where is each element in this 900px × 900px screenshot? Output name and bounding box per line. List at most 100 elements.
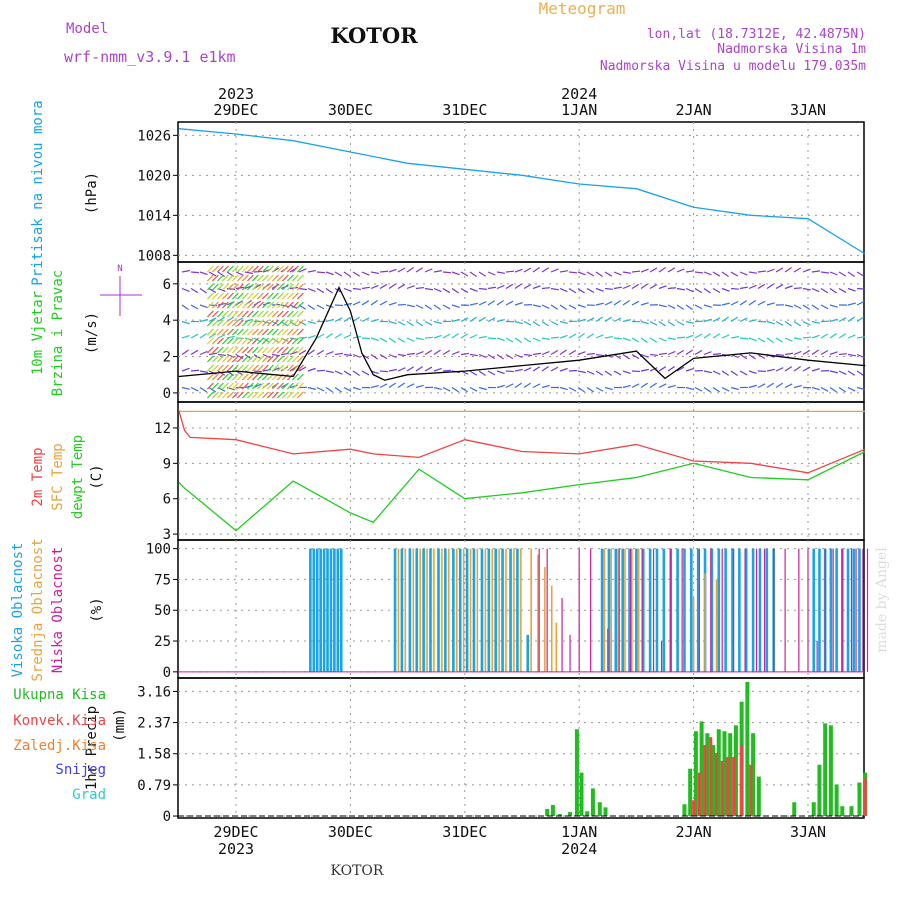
wind-barb <box>595 334 604 339</box>
gust-stroke <box>291 337 299 345</box>
gust-stroke <box>251 265 259 273</box>
cloud-bar <box>758 548 762 672</box>
wind-barb <box>487 353 496 360</box>
wind-barb <box>811 368 820 372</box>
wind-barb <box>325 288 333 294</box>
wind-barb <box>433 367 442 372</box>
bottom-day-label: 2JAN <box>676 823 712 841</box>
gust-stroke <box>291 301 299 309</box>
wind-barb <box>352 353 361 358</box>
gust-stroke <box>281 373 289 381</box>
wind-barb <box>847 334 856 339</box>
wind-barb <box>541 366 549 372</box>
cloud-bar <box>818 548 821 672</box>
gust-stroke <box>236 283 244 291</box>
gust-stroke <box>276 346 284 354</box>
gust-stroke <box>276 274 284 282</box>
gust-stroke <box>266 310 274 318</box>
gust-stroke <box>206 364 214 372</box>
wind-barb <box>586 287 595 294</box>
wind-barb <box>370 300 378 306</box>
gust-stroke <box>261 310 269 318</box>
wind-barb <box>442 333 451 339</box>
wind-barb <box>514 368 523 372</box>
elevation-text: Nadmorska Visina 1m <box>717 42 866 57</box>
wind-barb <box>586 317 595 323</box>
cloud-bar <box>641 548 643 672</box>
gust-stroke <box>221 310 229 318</box>
wind-barb <box>766 337 774 344</box>
wind-barb <box>559 349 567 355</box>
gust-stroke <box>276 382 284 390</box>
wind-barb <box>658 266 666 273</box>
precip-bar <box>823 723 828 817</box>
wind-barb <box>649 382 658 389</box>
gust-stroke <box>281 364 289 372</box>
wind-barb <box>415 337 424 341</box>
wind-barb <box>658 383 667 389</box>
wind-barb <box>181 367 190 372</box>
gust-stroke <box>246 328 254 336</box>
wind-barb <box>460 333 469 339</box>
precip-bar <box>857 782 862 817</box>
cloud-bar <box>755 548 758 672</box>
wind-barb <box>460 287 469 294</box>
wind-barb <box>424 268 433 273</box>
wind-barb <box>640 337 648 344</box>
wind-barb <box>730 336 739 339</box>
wind-barb <box>541 267 550 273</box>
gust-stroke <box>246 355 254 363</box>
wind-barb <box>532 285 541 290</box>
wind-barb <box>685 334 694 339</box>
gust-stroke <box>256 283 264 291</box>
wind-barb <box>640 353 649 358</box>
cloud-bar <box>784 548 786 672</box>
wind-barb <box>181 320 190 325</box>
cloud-bar <box>520 548 522 672</box>
wind-barb <box>730 300 739 306</box>
cloud-bar <box>526 634 530 672</box>
wind-barb <box>532 352 542 356</box>
wind-barb <box>415 267 424 273</box>
gust-stroke <box>246 292 254 300</box>
wind-barb <box>541 287 551 290</box>
wind-barb <box>721 316 729 322</box>
wind-barb <box>442 369 452 372</box>
gust-stroke <box>206 319 214 327</box>
precip-bar <box>716 729 721 817</box>
wind-barb <box>730 287 740 290</box>
wind-barb <box>370 318 379 323</box>
wind-barb <box>307 367 316 372</box>
gust-stroke <box>261 355 269 363</box>
wind-barb <box>550 304 559 310</box>
wind-barb <box>523 337 532 343</box>
wind-barb <box>316 304 325 310</box>
wind-barb <box>694 271 704 274</box>
gust-stroke <box>261 328 269 336</box>
cloud-bar <box>841 548 843 672</box>
cloud-bar <box>444 548 447 672</box>
dewpoint-line <box>178 450 866 532</box>
gust-stroke <box>246 274 254 282</box>
gust-stroke <box>276 310 284 318</box>
wind-barb <box>379 283 388 290</box>
wind-barb <box>766 320 775 325</box>
gust-stroke <box>251 355 259 363</box>
wind-barb <box>181 386 190 390</box>
wind-barb <box>208 387 216 393</box>
wind-barb <box>721 302 730 306</box>
gust-stroke <box>276 328 284 336</box>
gust-stroke <box>226 319 234 327</box>
wind-barb <box>856 316 865 323</box>
wind-barb <box>316 333 325 339</box>
gust-stroke <box>221 346 229 354</box>
gust-stroke <box>251 301 259 309</box>
gust-stroke <box>211 382 219 390</box>
wind-barb <box>685 349 693 355</box>
precip-bar <box>597 802 602 817</box>
wind-barb <box>478 287 488 290</box>
wind-barb <box>811 320 820 324</box>
wind-barb <box>793 304 802 310</box>
wind-barb <box>541 320 550 327</box>
wind-barb <box>820 349 829 356</box>
